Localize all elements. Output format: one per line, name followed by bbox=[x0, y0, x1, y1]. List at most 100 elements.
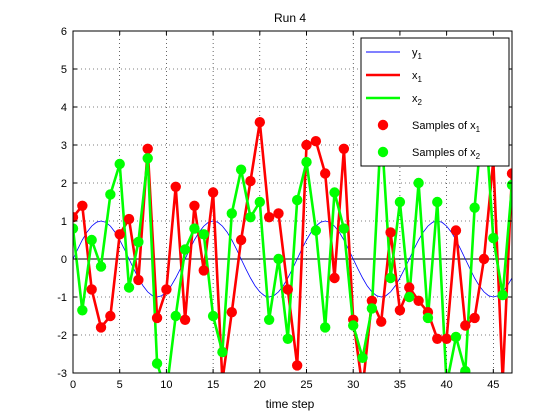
sample-x2-point bbox=[422, 312, 434, 324]
sample-x2-point bbox=[77, 305, 88, 316]
x-tick-label: 10 bbox=[160, 379, 172, 391]
sample-x2-point bbox=[357, 352, 368, 363]
sample-x1-point bbox=[460, 320, 471, 331]
x-tick-label: 5 bbox=[117, 379, 123, 391]
sample-x2-point bbox=[179, 244, 191, 255]
y-tick-label: -1 bbox=[57, 292, 67, 304]
sample-x2-point bbox=[319, 322, 331, 333]
sample-x2-point bbox=[497, 289, 508, 301]
sample-x2-point bbox=[310, 225, 322, 236]
sample-x1-point bbox=[170, 181, 181, 192]
sample-x2-point bbox=[254, 196, 266, 208]
sample-x1-point bbox=[77, 200, 88, 211]
legend-label-subscript: 1 bbox=[418, 52, 423, 61]
sample-x1-point bbox=[235, 234, 247, 246]
sample-x2-point bbox=[263, 314, 275, 325]
legend-box bbox=[360, 37, 510, 167]
sample-x2-point bbox=[235, 164, 247, 175]
legend-label-subscript: 1 bbox=[476, 125, 481, 134]
sample-x1-point bbox=[161, 284, 172, 295]
x-tick-label: 0 bbox=[70, 379, 76, 391]
sample-x1-point bbox=[189, 200, 200, 211]
sample-x2-point bbox=[142, 153, 153, 164]
sample-x2-point bbox=[189, 223, 200, 234]
sample-x1-point bbox=[273, 208, 284, 219]
legend-label-text: Samples of x bbox=[412, 147, 476, 159]
legend-label-subscript: 2 bbox=[418, 98, 423, 107]
sample-x2-point bbox=[348, 320, 359, 331]
x-tick-label: 25 bbox=[300, 379, 312, 391]
sample-x2-point bbox=[151, 358, 163, 369]
sample-x1-point bbox=[301, 139, 312, 151]
sample-x2-point bbox=[413, 177, 424, 189]
sample-x2-point bbox=[329, 187, 340, 198]
sample-x1-point bbox=[385, 227, 396, 238]
legend-label-text: y bbox=[412, 47, 418, 59]
y-tick-label: 5 bbox=[61, 64, 67, 76]
legend-label-text: Samples of x bbox=[412, 120, 476, 132]
sample-x2-point bbox=[245, 212, 256, 223]
y-tick-label: -3 bbox=[57, 368, 67, 380]
y-tick-label: 0 bbox=[61, 254, 67, 266]
legend-label: y1 bbox=[412, 47, 423, 61]
sample-x1-point bbox=[95, 322, 107, 333]
legend-label: x2 bbox=[412, 93, 423, 107]
sample-x2-point bbox=[291, 194, 303, 206]
sample-x1-point bbox=[432, 333, 443, 344]
sample-x2-point bbox=[301, 156, 312, 168]
sample-x1-point bbox=[123, 213, 135, 225]
legend-marker-x1 bbox=[377, 119, 389, 131]
sample-x2-point bbox=[86, 234, 97, 246]
sample-x1-point bbox=[366, 295, 378, 306]
legend-label-text: x bbox=[412, 93, 418, 105]
sample-x1-point bbox=[142, 143, 153, 154]
plot-layer bbox=[73, 96, 512, 373]
sample-x1-point bbox=[329, 272, 340, 284]
sample-x1-point bbox=[133, 274, 144, 286]
sample-x2-point bbox=[207, 310, 219, 322]
sample-x2-point bbox=[394, 196, 406, 208]
chart-title: Run 4 bbox=[274, 11, 306, 25]
sample-x2-point bbox=[282, 333, 294, 344]
y-tick-label: 2 bbox=[61, 178, 67, 190]
sample-x1-point bbox=[310, 136, 322, 147]
sample-x2-point bbox=[469, 202, 480, 213]
legend-label-subscript: 2 bbox=[476, 152, 481, 161]
x-tick-label: 30 bbox=[347, 379, 359, 391]
y-tick-label: -2 bbox=[57, 330, 67, 342]
sample-x2-point bbox=[432, 196, 443, 208]
sample-x1-point bbox=[226, 307, 237, 318]
sample-x2-point bbox=[273, 253, 284, 265]
sample-x1-point bbox=[254, 117, 266, 128]
sample-x1-point bbox=[450, 225, 462, 236]
sample-x2-point bbox=[95, 261, 107, 272]
sample-x2-point bbox=[217, 346, 228, 358]
series-x2-line bbox=[73, 100, 512, 373]
sample-x2-point bbox=[105, 189, 116, 200]
sample-x1-point bbox=[376, 316, 387, 327]
sample-x2-point bbox=[450, 331, 462, 343]
legend-label: x1 bbox=[412, 70, 423, 84]
sample-x2-point bbox=[385, 272, 396, 284]
sample-x1-point bbox=[207, 187, 219, 198]
sample-x1-point bbox=[404, 282, 415, 293]
legend-label: Samples of x2 bbox=[412, 147, 481, 161]
sample-x2-point bbox=[338, 223, 350, 234]
sample-x2-point bbox=[198, 229, 209, 240]
sample-x2-point bbox=[73, 223, 79, 234]
sample-x1-point bbox=[198, 265, 209, 276]
sample-x1-point bbox=[413, 295, 424, 306]
sample-x2-point bbox=[226, 208, 237, 219]
y-tick-label: 6 bbox=[61, 26, 67, 38]
axes-box bbox=[72, 30, 513, 374]
sample-x1-point bbox=[86, 284, 97, 295]
y-tick-label: 3 bbox=[61, 140, 67, 152]
sample-x2-point bbox=[123, 282, 135, 293]
y-tick-label: 1 bbox=[61, 216, 67, 228]
sample-x2-point bbox=[114, 158, 125, 170]
legend-marker-x2 bbox=[377, 146, 389, 158]
legend-label-subscript: 1 bbox=[418, 75, 423, 84]
